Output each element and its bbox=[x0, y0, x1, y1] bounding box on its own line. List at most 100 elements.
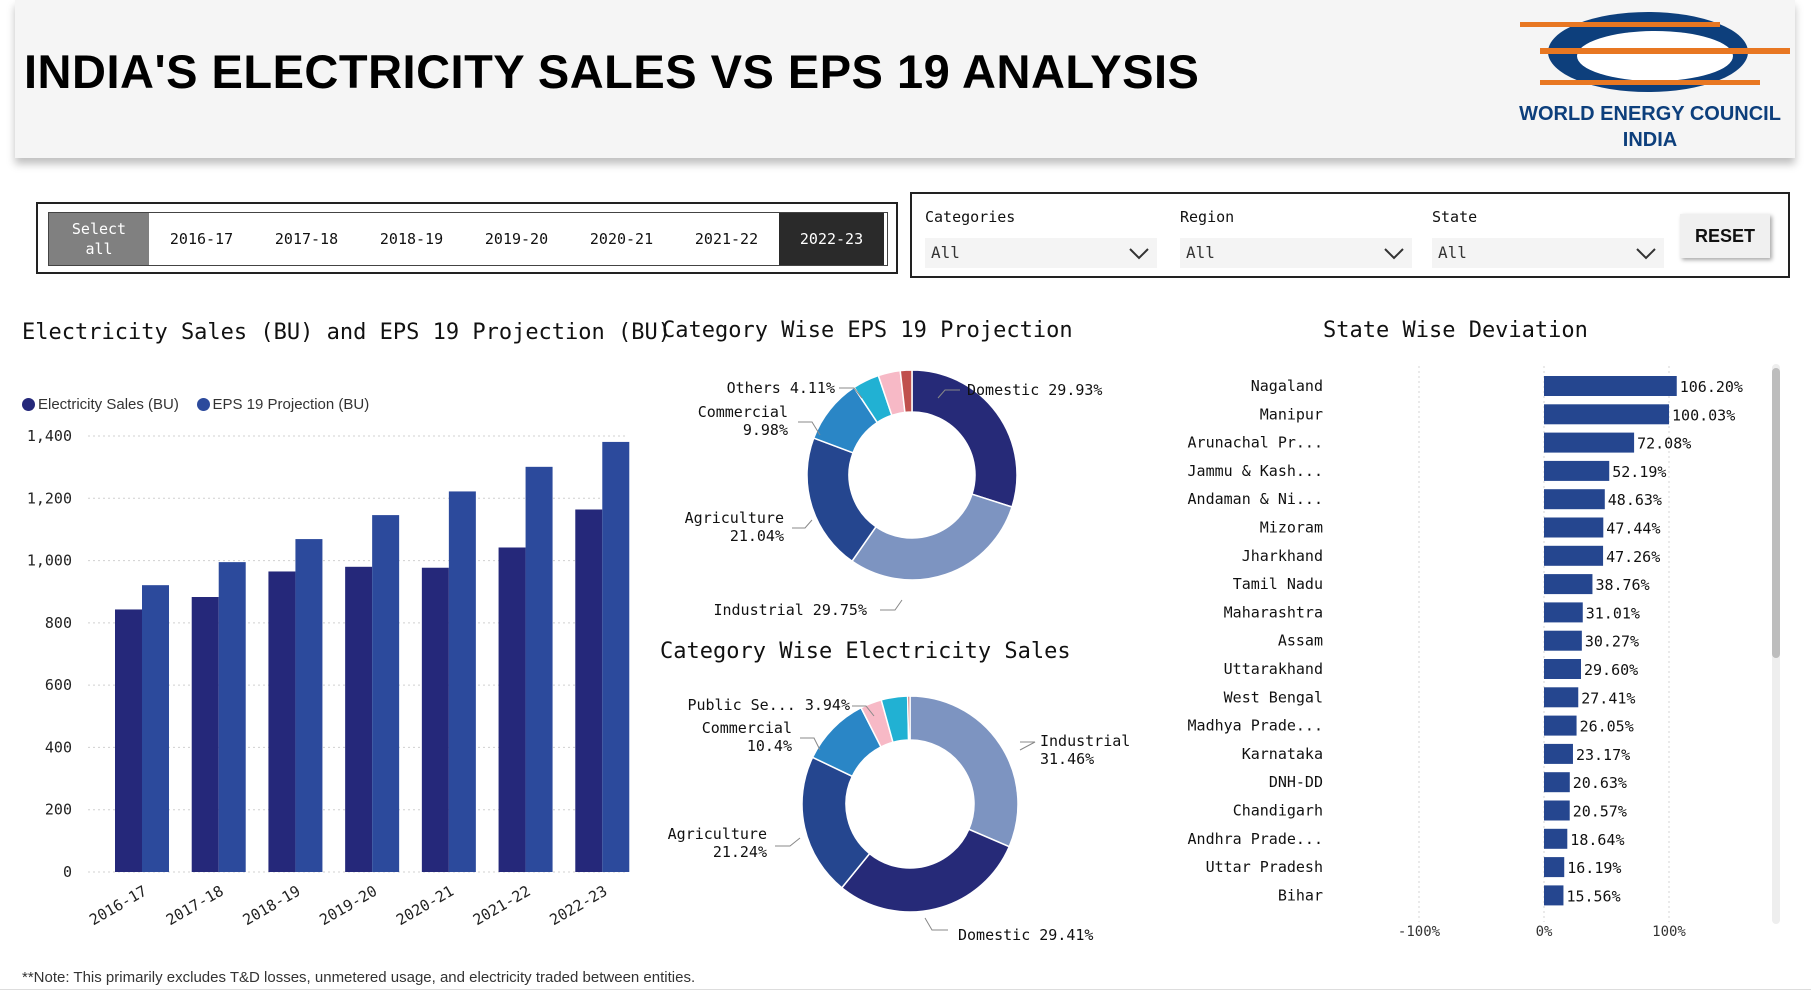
categories-label: Categories bbox=[925, 208, 1016, 226]
state-label: Jharkhand bbox=[1242, 547, 1323, 565]
bar-eps bbox=[295, 539, 323, 872]
state-value-label: 23.17% bbox=[1576, 746, 1630, 764]
state-bar bbox=[1544, 743, 1573, 764]
bar-sales bbox=[345, 566, 373, 872]
slice-label: Others 4.11% bbox=[727, 379, 835, 397]
x-tick-label: 0% bbox=[1536, 924, 1553, 940]
donut-slice bbox=[850, 493, 1013, 581]
bar-sales bbox=[268, 571, 296, 872]
donut-slice bbox=[899, 369, 913, 414]
eps-donut-title: Category Wise EPS 19 Projection bbox=[662, 318, 1073, 343]
state-value-label: 26.05% bbox=[1580, 718, 1634, 736]
legend-dot-eps bbox=[196, 398, 210, 411]
bar-eps bbox=[602, 441, 630, 872]
select-all-button[interactable]: Select all bbox=[49, 213, 149, 265]
year-button-2020-21[interactable]: 2020-21 bbox=[569, 213, 674, 265]
state-bar bbox=[1544, 545, 1604, 566]
bar-sales bbox=[421, 567, 449, 872]
page-title: INDIA'S ELECTRICITY SALES VS EPS 19 ANAL… bbox=[24, 45, 1200, 98]
reset-button[interactable]: RESET bbox=[1680, 214, 1770, 258]
slice-label: Agriculture bbox=[685, 509, 784, 527]
slice-value: 21.04% bbox=[730, 527, 784, 545]
donut-slice bbox=[909, 695, 1019, 848]
filter-panel: Categories All Region All State All RESE… bbox=[910, 192, 1790, 278]
state-label: Andaman & Ni... bbox=[1188, 490, 1323, 508]
year-button-2022-23[interactable]: 2022-23 bbox=[779, 213, 884, 265]
leader-line bbox=[852, 705, 875, 717]
state-value-label: 48.63% bbox=[1608, 491, 1662, 509]
state-deviation-bar-chart: -100% 0% 100% Nagaland 106.20% Manipur 100.03%… bbox=[1188, 364, 1780, 940]
header-bar bbox=[15, 0, 1795, 158]
x-tick-label: 2019-20 bbox=[316, 882, 380, 929]
state-dropdown[interactable]: All bbox=[1432, 238, 1664, 268]
footnote: **Note: This primarily excludes T&D loss… bbox=[22, 969, 696, 986]
state-bar bbox=[1544, 432, 1635, 453]
donut-slice bbox=[840, 828, 1011, 913]
state-value-label: 29.60% bbox=[1584, 661, 1638, 679]
state-bar bbox=[1544, 489, 1605, 510]
categories-dropdown[interactable]: All bbox=[925, 238, 1157, 268]
region-value: All bbox=[1186, 243, 1215, 262]
year-slicer-buttons: Select all 2016-17 2017-18 2018-19 2019-… bbox=[48, 212, 888, 266]
legend-item-sales: Electricity Sales (BU) bbox=[22, 396, 179, 413]
sales-vs-eps-bar-chart: 0 200 400 600 800 1,000 1,200 1,400 2016-17 2017-… bbox=[27, 427, 630, 929]
state-label: DNH-DD bbox=[1269, 773, 1323, 791]
region-dropdown[interactable]: All bbox=[1180, 238, 1412, 268]
state-bar bbox=[1544, 857, 1565, 878]
x-tick-label: 2018-19 bbox=[240, 882, 304, 929]
scrollbar-thumb[interactable] bbox=[1772, 368, 1780, 658]
state-bar bbox=[1544, 602, 1583, 623]
state-value-label: 72.08% bbox=[1637, 435, 1691, 453]
state-label: Tamil Nadu bbox=[1233, 575, 1323, 593]
state-value-label: 30.27% bbox=[1585, 633, 1639, 651]
state-value-label: 18.64% bbox=[1570, 831, 1624, 849]
logo-text-line2: INDIA bbox=[1623, 129, 1677, 151]
state-value-label: 27.41% bbox=[1581, 689, 1635, 707]
y-tick-label: 0 bbox=[63, 863, 72, 881]
state-label: Maharashtra bbox=[1224, 603, 1323, 621]
state-label: Madhya Prade... bbox=[1188, 717, 1323, 735]
x-tick-label: 100% bbox=[1652, 924, 1686, 940]
x-tick-label: 2020-21 bbox=[393, 882, 457, 929]
leader-line bbox=[775, 837, 801, 847]
select-all-label-line2: all bbox=[85, 240, 113, 258]
state-label: Bihar bbox=[1278, 886, 1323, 904]
donut-slice bbox=[806, 437, 878, 563]
year-button-2017-18[interactable]: 2017-18 bbox=[254, 213, 359, 265]
bar-sales bbox=[498, 547, 526, 872]
state-bar bbox=[1544, 772, 1570, 793]
slice-value: 21.24% bbox=[713, 843, 767, 861]
year-button-2019-20[interactable]: 2019-20 bbox=[464, 213, 569, 265]
slice-label: Commercial bbox=[702, 719, 792, 737]
state-bar bbox=[1544, 885, 1564, 906]
bar-sales bbox=[115, 609, 142, 872]
state-value-label: 52.19% bbox=[1612, 463, 1666, 481]
slice-value: 31.46% bbox=[1040, 750, 1094, 768]
leader-line bbox=[800, 737, 821, 751]
donut-slice bbox=[906, 695, 911, 741]
year-button-2018-19[interactable]: 2018-19 bbox=[359, 213, 464, 265]
bar-eps bbox=[142, 585, 169, 872]
year-slicer: Select all 2016-17 2017-18 2018-19 2019-… bbox=[36, 202, 898, 274]
x-tick-label: 2021-22 bbox=[470, 882, 534, 929]
state-value-label: 31.01% bbox=[1586, 604, 1640, 622]
state-value-label: 47.26% bbox=[1606, 548, 1660, 566]
slice-label: Domestic 29.41% bbox=[958, 926, 1093, 944]
bar-eps bbox=[218, 562, 246, 872]
state-bar bbox=[1544, 687, 1579, 708]
slice-label: Domestic 29.93% bbox=[967, 381, 1102, 399]
state-value-label: 20.57% bbox=[1573, 803, 1627, 821]
state-bar bbox=[1544, 659, 1581, 679]
state-value: All bbox=[1438, 243, 1467, 262]
state-value-label: 20.63% bbox=[1573, 774, 1627, 792]
year-button-2021-22[interactable]: 2021-22 bbox=[674, 213, 779, 265]
region-label: Region bbox=[1180, 208, 1235, 226]
state-label: Nagaland bbox=[1251, 377, 1323, 395]
state-value-label: 100.03% bbox=[1672, 406, 1735, 424]
chevron-down-icon bbox=[1129, 248, 1149, 260]
slice-value: 10.4% bbox=[747, 737, 792, 755]
legend-label-sales: Electricity Sales (BU) bbox=[38, 396, 179, 413]
year-button-2016-17[interactable]: 2016-17 bbox=[149, 213, 254, 265]
slice-label: Commercial bbox=[698, 403, 788, 421]
